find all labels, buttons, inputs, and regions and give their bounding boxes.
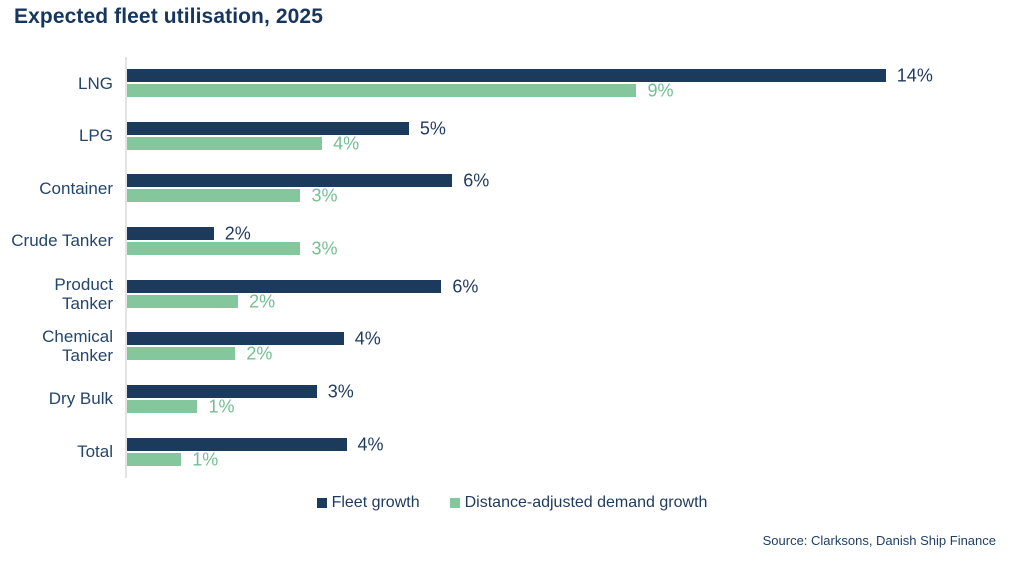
category-label-container: Container (0, 170, 113, 206)
category-label-lpg: LPG (0, 118, 113, 154)
value-label-demand-growth-total: 1% (192, 449, 219, 470)
legend-swatch-navy-icon (316, 498, 327, 508)
category-label-line: Tanker (61, 293, 113, 313)
bar-demand-growth-product-tanker (127, 294, 239, 308)
bar-fleet-growth-chemical-tanker (127, 332, 344, 346)
y-axis-line (125, 57, 127, 478)
value-label-demand-growth-chemical-tanker: 2% (246, 343, 273, 364)
bar-demand-growth-dry-bulk (127, 399, 198, 413)
value-label-fleet-growth-container: 6% (463, 170, 490, 191)
category-label-line: Dry Bulk (48, 389, 113, 409)
value-label-demand-growth-container: 3% (311, 185, 338, 206)
bar-fleet-growth-lng (127, 69, 886, 82)
legend-item-demand-growth: Distance-adjusted demand growth (449, 494, 708, 512)
bar-demand-growth-lng (127, 84, 637, 97)
legend-label-demand-growth: Distance-adjusted demand growth (464, 494, 708, 511)
source-note: Source: Clarksons, Danish Ship Finance (762, 533, 996, 548)
plot-area: LNG 14% 9% LPG 5% 4% Container 6% 3% Crude Tanker… (0, 57, 1024, 478)
bar-fleet-growth-total (127, 437, 347, 451)
category-label-total: Total (0, 434, 113, 470)
bar-demand-growth-lpg (127, 136, 323, 150)
category-label-line: Crude Tanker (11, 231, 113, 251)
value-label-fleet-growth-lpg: 5% (419, 118, 446, 139)
category-label-line: Product (54, 274, 113, 294)
chart-legend: Fleet growth Distance-adjusted demand gr… (0, 494, 1024, 512)
legend-label-fleet-growth: Fleet growth (331, 494, 420, 511)
legend-item-fleet-growth: Fleet growth (316, 494, 420, 512)
bar-fleet-growth-lpg (127, 121, 409, 135)
value-label-demand-growth-crude-tanker: 3% (311, 238, 338, 259)
category-label-product-tanker: Product Tanker (0, 274, 113, 313)
chart-title: Expected fleet utilisation, 2025 (14, 5, 323, 28)
category-label-line: Total (77, 442, 113, 462)
category-label-line: LPG (78, 126, 113, 146)
bar-demand-growth-chemical-tanker (127, 347, 236, 361)
value-label-fleet-growth-chemical-tanker: 4% (354, 328, 381, 349)
category-label-chemical-tanker: Chemical Tanker (0, 327, 113, 366)
category-label-line: Tanker (61, 346, 113, 366)
bar-fleet-growth-container (127, 174, 453, 188)
value-label-demand-growth-lpg: 4% (333, 133, 360, 154)
value-label-fleet-growth-product-tanker: 6% (452, 276, 479, 297)
value-label-fleet-growth-dry-bulk: 3% (327, 381, 354, 402)
value-label-fleet-growth-lng: 14% (896, 65, 933, 86)
value-label-demand-growth-dry-bulk: 1% (208, 396, 235, 417)
value-label-fleet-growth-total: 4% (357, 434, 384, 455)
bar-fleet-growth-product-tanker (127, 279, 442, 293)
category-label-line: Chemical (42, 327, 113, 347)
value-label-demand-growth-product-tanker: 2% (249, 291, 276, 312)
bar-demand-growth-crude-tanker (127, 241, 301, 255)
bar-demand-growth-container (127, 189, 301, 203)
legend-swatch-green-icon (449, 498, 460, 508)
value-label-demand-growth-lng: 9% (647, 80, 674, 101)
bar-fleet-growth-dry-bulk (127, 384, 317, 398)
category-label-lng: LNG (0, 65, 113, 101)
category-label-crude-tanker: Crude Tanker (0, 223, 113, 259)
bar-demand-growth-total (127, 452, 182, 466)
category-label-line: Container (39, 178, 113, 198)
category-label-dry-bulk: Dry Bulk (0, 381, 113, 417)
category-label-line: LNG (78, 73, 113, 93)
value-label-fleet-growth-crude-tanker: 2% (224, 223, 251, 244)
bar-fleet-growth-crude-tanker (127, 226, 214, 240)
